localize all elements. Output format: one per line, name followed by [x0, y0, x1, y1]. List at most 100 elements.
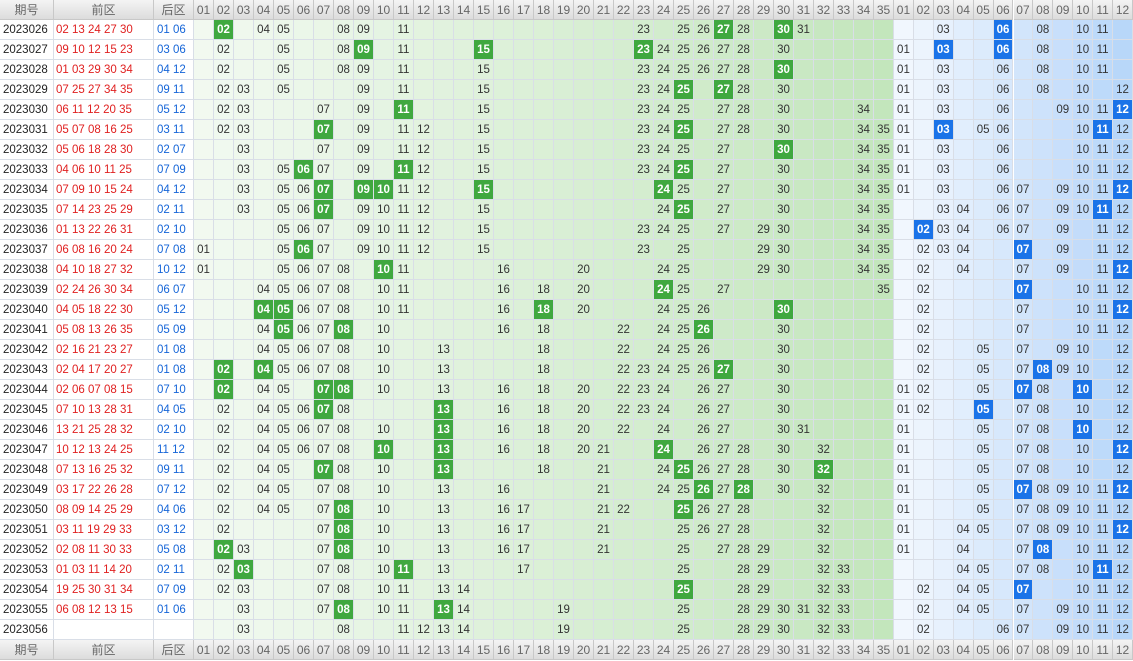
- front-trend-cell: 28: [734, 540, 754, 560]
- front-trend-cell: [694, 580, 714, 600]
- back-trend-cell: 10: [1073, 420, 1094, 440]
- back-trend-cell: 08: [1033, 40, 1054, 60]
- front-trend-cell: 19: [554, 620, 574, 640]
- front-trend-cell: 26: [694, 40, 714, 60]
- front-trend-cell: 12: [414, 620, 434, 640]
- front-trend-cell: [794, 400, 814, 420]
- front-trend-cell: [754, 360, 774, 380]
- front-trend-cell: 32: [814, 460, 834, 480]
- front-numbers: 02 16 21 23 27: [54, 340, 154, 360]
- front-trend-cell: [554, 280, 574, 300]
- front-trend-cell: [554, 440, 574, 460]
- front-trend-cell: [794, 500, 814, 520]
- top-front-col-34: 34: [854, 0, 874, 20]
- back-trend-cell: [1053, 140, 1074, 160]
- front-trend-cell: 04: [254, 440, 274, 460]
- front-trend-cell: [314, 620, 334, 640]
- front-trend-cell: [494, 600, 514, 620]
- front-trend-cell: [834, 540, 854, 560]
- front-trend-cell: 35: [874, 200, 894, 220]
- front-trend-cell: [194, 500, 214, 520]
- back-trend-cell: 12: [1113, 260, 1133, 280]
- front-trend-cell: [414, 440, 434, 460]
- front-trend-cell: 07: [314, 520, 334, 540]
- back-trend-cell: [913, 20, 934, 40]
- front-trend-cell: 06: [294, 260, 314, 280]
- front-trend-cell: [194, 280, 214, 300]
- front-trend-cell: [814, 40, 834, 60]
- front-trend-cell: 02: [214, 360, 234, 380]
- front-trend-cell: 03: [234, 580, 254, 600]
- front-trend-cell: 11: [394, 600, 414, 620]
- front-trend-cell: [194, 200, 214, 220]
- front-trend-cell: [594, 560, 614, 580]
- back-trend-cell: 08: [1033, 460, 1054, 480]
- back-trend-cell: [973, 200, 994, 220]
- back-trend-cell: 05: [973, 520, 994, 540]
- front-trend-cell: [834, 360, 854, 380]
- front-trend-cell: [414, 580, 434, 600]
- back-trend-cell: 05: [973, 560, 994, 580]
- top-back-col-02: 02: [913, 0, 934, 20]
- front-trend-cell: [814, 20, 834, 40]
- front-trend-cell: 07: [314, 300, 334, 320]
- front-trend-cell: 31: [794, 20, 814, 40]
- back-trend-cell: 10: [1073, 600, 1094, 620]
- top-front-col-01: 01: [194, 0, 214, 20]
- back-trend-cell: 06: [993, 20, 1014, 40]
- back-trend-cell: [1013, 60, 1034, 80]
- front-trend-cell: 24: [654, 400, 674, 420]
- front-trend-cell: 25: [674, 480, 694, 500]
- back-trend-cell: [1033, 320, 1054, 340]
- front-trend-cell: 28: [734, 80, 754, 100]
- back-trend-cell: [1053, 560, 1074, 580]
- bottom-back-col-08: 08: [1033, 640, 1054, 660]
- back-trend-cell: [953, 40, 974, 60]
- front-trend-cell: [694, 180, 714, 200]
- front-trend-cell: [574, 320, 594, 340]
- front-trend-cell: [614, 300, 634, 320]
- top-front-col-04: 04: [254, 0, 274, 20]
- front-trend-cell: 30: [774, 220, 794, 240]
- front-trend-cell: 08: [334, 260, 354, 280]
- top-back-col-05: 05: [973, 0, 994, 20]
- front-trend-cell: 25: [674, 620, 694, 640]
- front-trend-cell: 15: [474, 200, 494, 220]
- front-trend-cell: 13: [434, 500, 454, 520]
- front-trend-cell: [494, 160, 514, 180]
- front-trend-cell: [854, 320, 874, 340]
- back-trend-cell: [1093, 460, 1114, 480]
- front-trend-cell: 27: [714, 360, 734, 380]
- front-trend-cell: [594, 20, 614, 40]
- front-trend-cell: 06: [294, 400, 314, 420]
- front-trend-cell: [374, 120, 394, 140]
- front-trend-cell: [194, 420, 214, 440]
- front-trend-cell: [454, 500, 474, 520]
- front-trend-cell: 25: [674, 500, 694, 520]
- back-trend-cell: [933, 260, 954, 280]
- front-trend-cell: [854, 580, 874, 600]
- front-trend-cell: 11: [394, 60, 414, 80]
- front-trend-cell: 26: [694, 380, 714, 400]
- front-trend-cell: 04: [254, 360, 274, 380]
- back-numbers: 04 06: [154, 500, 194, 520]
- front-trend-cell: 07: [314, 280, 334, 300]
- back-trend-cell: 11: [1093, 300, 1114, 320]
- period-cell: 2023046: [0, 420, 54, 440]
- front-trend-cell: [474, 440, 494, 460]
- front-trend-cell: 13: [434, 400, 454, 420]
- front-trend-cell: [574, 200, 594, 220]
- period-cell: 2023054: [0, 580, 54, 600]
- front-trend-cell: [454, 60, 474, 80]
- front-trend-cell: [434, 260, 454, 280]
- front-trend-cell: [334, 160, 354, 180]
- front-trend-cell: [634, 340, 654, 360]
- front-trend-cell: 05: [274, 440, 294, 460]
- front-trend-cell: 05: [274, 180, 294, 200]
- front-trend-cell: [454, 180, 474, 200]
- front-trend-cell: [194, 100, 214, 120]
- front-trend-cell: [254, 220, 274, 240]
- front-trend-cell: [634, 600, 654, 620]
- front-trend-cell: [834, 40, 854, 60]
- front-trend-cell: 18: [534, 400, 554, 420]
